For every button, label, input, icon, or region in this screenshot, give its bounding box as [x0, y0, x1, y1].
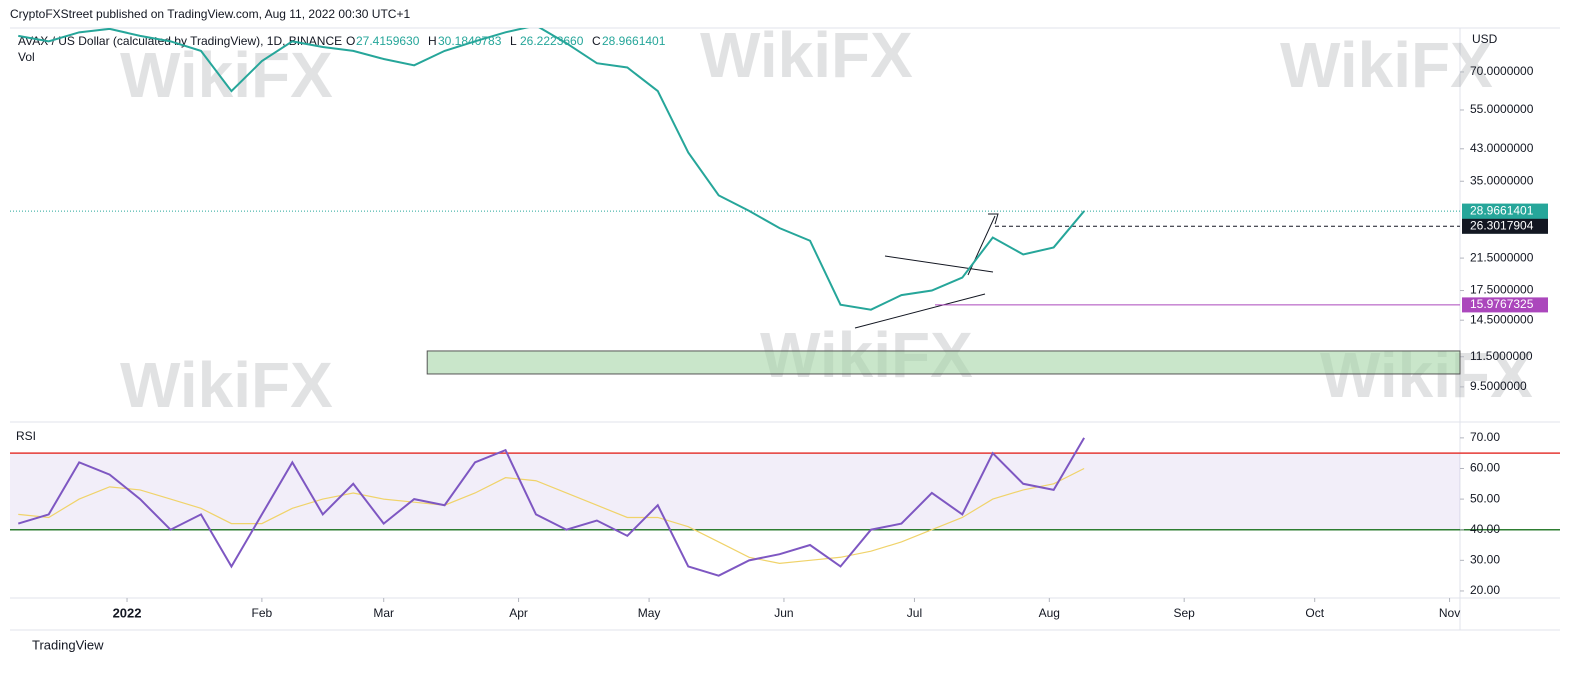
- y-tick-label: 17.5000000: [1470, 283, 1534, 297]
- y-tick-label: 35.0000000: [1470, 173, 1534, 187]
- rsi-tick-label: 70.00: [1470, 430, 1500, 444]
- y-tick-label: 70.0000000: [1470, 64, 1534, 78]
- price-line-series: [18, 28, 1085, 311]
- watermark: WikiFX: [1280, 29, 1493, 101]
- x-tick-label: Oct: [1305, 606, 1324, 620]
- x-tick-label: 2022: [113, 605, 142, 620]
- ohlc-key: O: [346, 34, 355, 48]
- y-tick-label: 21.5000000: [1470, 250, 1534, 264]
- rsi-tick-label: 30.00: [1470, 553, 1500, 567]
- ohlc-key: H: [428, 34, 437, 48]
- rsi-line: [17, 437, 1085, 577]
- x-tick-label: Apr: [509, 606, 528, 620]
- price-label: 15.9767325: [1470, 297, 1534, 311]
- y-tick-label: 9.5000000: [1470, 379, 1527, 393]
- price-label: 26.3017904: [1470, 218, 1534, 232]
- price-label: 28.9661401: [1470, 203, 1534, 217]
- watermark: WikiFX: [120, 349, 333, 421]
- y-tick-label: 43.0000000: [1470, 141, 1534, 155]
- rsi-band: [10, 453, 1460, 530]
- rsi-title: RSI: [16, 429, 36, 443]
- x-tick-label: Sep: [1174, 606, 1196, 620]
- y-tick-label: 11.5000000: [1470, 349, 1533, 363]
- x-tick-label: Nov: [1439, 606, 1460, 620]
- price-label-box: [1462, 218, 1548, 234]
- x-tick-label: Jun: [774, 606, 793, 620]
- y-tick-label: 55.0000000: [1470, 102, 1534, 116]
- support-zone: [426, 350, 1461, 375]
- rsi-tick-label: 20.00: [1470, 583, 1500, 597]
- rsi-tick-label: 50.00: [1470, 491, 1500, 505]
- watermark: WikiFX: [700, 19, 913, 91]
- x-tick-label: Mar: [373, 606, 394, 620]
- ohlc-value: 28.9661401: [602, 34, 666, 48]
- rsi-tick-label: 40.00: [1470, 522, 1500, 536]
- footer: TradingView: [32, 637, 104, 652]
- ohlc-key: C: [592, 34, 601, 48]
- ohlc-key: L: [510, 34, 517, 48]
- volume-label: Vol: [18, 50, 35, 64]
- publisher: CryptoFXStreet published on TradingView.…: [10, 7, 410, 21]
- watermark: WikiFX: [120, 39, 333, 111]
- symbol: AVAX / US Dollar (calculated by TradingV…: [18, 34, 342, 48]
- rsi-tick-label: 60.00: [1470, 461, 1500, 475]
- rsi-ma: [18, 467, 1085, 565]
- y-tick-label: 14.5000000: [1470, 312, 1534, 326]
- x-tick-label: Feb: [252, 606, 273, 620]
- x-tick-label: Aug: [1039, 606, 1060, 620]
- x-tick-label: May: [638, 606, 661, 620]
- price-label-box: [1462, 297, 1548, 313]
- ohlc-value: 27.4159630: [356, 34, 420, 48]
- x-tick-label: Jul: [907, 606, 922, 620]
- currency: USD: [1472, 32, 1498, 46]
- ohlc-value: 26.2223660: [520, 34, 584, 48]
